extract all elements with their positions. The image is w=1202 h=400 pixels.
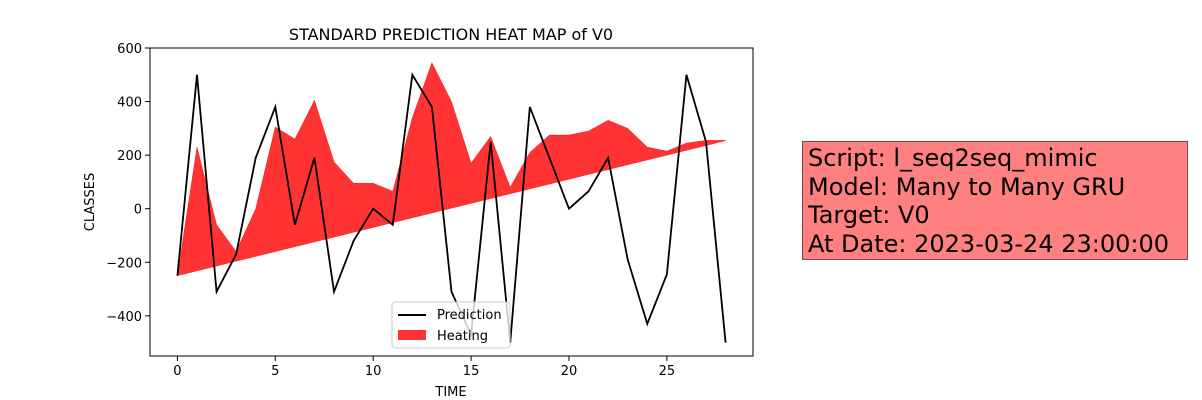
info-box: Script: l_seq2seq_mimic Model: Many to M… bbox=[802, 141, 1188, 260]
legend-heating-swatch bbox=[398, 330, 426, 340]
y-tick-label: 600 bbox=[117, 42, 142, 57]
info-script: Script: l_seq2seq_mimic bbox=[808, 144, 1098, 172]
y-tick-label: 400 bbox=[117, 96, 142, 111]
x-tick-label: 25 bbox=[659, 364, 676, 379]
chart-title: STANDARD PREDICTION HEAT MAP of V0 bbox=[289, 25, 613, 44]
legend: Prediction Heating bbox=[391, 301, 511, 349]
legend-heating-label: Heating bbox=[437, 329, 488, 344]
x-tick-label: 20 bbox=[561, 364, 578, 379]
plot-frame bbox=[149, 47, 754, 357]
y-tick-label: −200 bbox=[106, 256, 142, 271]
y-tick-label: 200 bbox=[117, 149, 142, 164]
x-axis: 0 5 10 15 20 25 bbox=[173, 356, 675, 379]
y-axis: −400 −200 0 200 400 600 bbox=[106, 42, 150, 325]
plot-area bbox=[176, 62, 727, 343]
heating-area bbox=[177, 62, 726, 276]
info-model: Model: Many to Many GRU bbox=[808, 172, 1126, 201]
info-target: Target: V0 bbox=[808, 201, 930, 229]
info-date: At Date: 2023-03-24 23:00:00 bbox=[808, 229, 1170, 258]
legend-prediction-label: Prediction bbox=[437, 308, 502, 323]
y-tick-label: −400 bbox=[106, 310, 142, 325]
y-axis-title: CLASSES bbox=[83, 173, 98, 231]
x-axis-title: TIME bbox=[434, 385, 466, 400]
prediction-line bbox=[176, 72, 727, 343]
x-tick-label: 15 bbox=[463, 364, 480, 379]
x-tick-label: 0 bbox=[173, 364, 181, 379]
x-tick-label: 10 bbox=[365, 364, 382, 379]
y-tick-label: 0 bbox=[134, 203, 142, 218]
x-tick-label: 5 bbox=[271, 364, 279, 379]
